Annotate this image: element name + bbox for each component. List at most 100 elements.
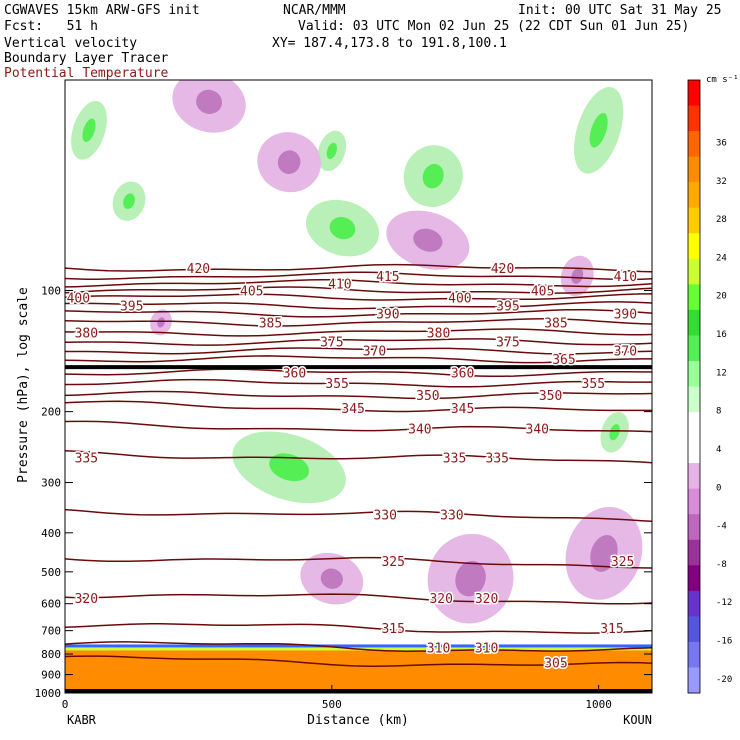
downdraft-core	[413, 228, 443, 252]
theta-contour-label: 320	[75, 592, 98, 607]
colorbar-tick-label: 32	[716, 177, 727, 187]
theta-contour-label: 310	[427, 641, 450, 656]
theta-contour-label: 335	[443, 452, 466, 467]
theta-contour-label: 315	[600, 622, 623, 637]
theta-contour-label: 420	[491, 262, 514, 277]
y-tick-label: 300	[41, 477, 61, 490]
valid-time: Valid: 03 UTC Mon 02 Jun 25 (22 CDT Sun …	[298, 19, 690, 34]
theta-contour-line	[65, 508, 652, 523]
theta-contour-label: 325	[381, 555, 404, 570]
y-tick-label: 400	[41, 527, 61, 540]
colorbar-tick-label: 8	[716, 407, 721, 417]
theta-contour-line	[65, 301, 652, 310]
colorbar-swatch	[688, 156, 700, 183]
theta-contour-label: 400	[67, 291, 90, 306]
theta-contour-label: 330	[440, 508, 463, 523]
theta-contour-label: 395	[120, 300, 143, 315]
y-axis-label: Pressure (hPa), log scale	[16, 287, 31, 483]
theta-contour-label: 390	[614, 307, 637, 322]
colorbar-tick-label: 20	[716, 292, 727, 302]
colorbar-swatch	[688, 667, 700, 694]
field-vertical-velocity: Vertical velocity	[4, 36, 138, 51]
theta-contour-line	[65, 420, 652, 433]
colorbar-swatch	[688, 258, 700, 285]
theta-contour-line	[65, 271, 652, 281]
colorbar-swatch	[688, 80, 700, 107]
init-time: Init: 00 UTC Sat 31 May 25	[518, 3, 722, 18]
theta-contour-label: 330	[373, 508, 396, 523]
theta-contour-label: 315	[381, 622, 404, 637]
y-tick-label: 1000	[35, 687, 62, 700]
colorbar-frame	[687, 79, 701, 694]
theta-contour-label: 375	[496, 336, 519, 351]
theta-contour-label: 385	[259, 316, 282, 331]
theta-contour-line	[65, 338, 652, 346]
theta-contour-line	[65, 347, 652, 355]
updraft-core	[82, 118, 96, 142]
theta-contour-line	[65, 328, 652, 337]
theta-contour-label: 360	[283, 367, 306, 382]
theta-contour-label: 405	[240, 284, 263, 299]
colorbar-swatch	[688, 131, 700, 158]
colorbar-tick-label: -8	[716, 560, 727, 570]
colorbar-swatch	[688, 514, 700, 541]
theta-contour-label: 360	[451, 367, 474, 382]
downdraft-core	[455, 560, 486, 597]
colorbar-tick-label: -4	[716, 522, 727, 532]
boundary-layer-edge	[65, 644, 652, 650]
colorbar-tick-label: 28	[716, 215, 727, 225]
colorbar-tick-label: -16	[716, 637, 732, 647]
colorbar-swatch	[688, 412, 700, 439]
start-station-label: KABR	[67, 713, 97, 727]
y-tick-label: 100	[41, 284, 61, 297]
colorbar-swatch	[688, 105, 700, 132]
theta-contour-line	[65, 400, 652, 413]
colorbar-swatch	[688, 309, 700, 336]
colorbar-swatch	[688, 488, 700, 515]
y-tick-label: 900	[41, 669, 61, 682]
colorbar-swatch	[688, 641, 700, 668]
theta-contour-line	[65, 368, 652, 378]
theta-contour-label: 410	[614, 270, 637, 285]
theta-contour-label: 355	[582, 377, 605, 392]
theta-contour-label: 390	[376, 307, 399, 322]
theta-contour-label: 350	[539, 389, 562, 404]
colorbar-swatch	[688, 233, 700, 260]
theta-contour-label: 380	[427, 326, 450, 341]
theta-contour-line	[65, 641, 652, 652]
cross-section-endpoints: XY= 187.4,173.8 to 191.8,100.1	[272, 36, 507, 51]
theta-contour-labels: 420 405 410 415 420 405 410 400 395 400 395 390 390 3…	[65, 261, 638, 673]
updraft-core	[589, 113, 608, 148]
theta-contour-label: 310	[475, 641, 498, 656]
updraft-core	[326, 142, 337, 159]
colorbar-swatch	[688, 616, 700, 643]
x-tick-label: 0	[62, 698, 69, 711]
theta-contour-label: 345	[341, 402, 364, 417]
colorbar: 36 32 28 24 20 16 12 8 4 0 -4 -8 -12 -16 -20	[687, 79, 732, 694]
end-station-label: KOUN	[623, 713, 652, 727]
theta-contour-label: 415	[376, 270, 399, 285]
theta-contour-line	[65, 655, 652, 667]
colorbar-tick-label: -12	[716, 598, 732, 608]
theta-contour-label: 320	[429, 592, 452, 607]
theta-contour-label: 395	[496, 300, 519, 315]
theta-contour-line	[65, 308, 652, 318]
theta-contour-line	[65, 263, 652, 273]
theta-contour-label: 365	[552, 353, 575, 368]
theta-contour-line	[65, 378, 652, 388]
forecast-hour: Fcst: 51 h	[4, 19, 98, 34]
theta-contour-label: 405	[531, 284, 554, 299]
field-potential-temperature: Potential Temperature	[4, 66, 169, 81]
theta-contour-line	[65, 318, 652, 327]
updraft-core	[422, 163, 444, 189]
theta-contour-label: 355	[325, 377, 348, 392]
theta-contour-line	[65, 623, 652, 634]
theta-contour-label: 400	[448, 291, 471, 306]
theta-contours	[65, 263, 652, 667]
updraft-core	[269, 453, 310, 482]
terrain-base	[65, 689, 652, 693]
colorbar-tick-label: 24	[716, 253, 727, 263]
theta-contour-label: 370	[363, 345, 386, 360]
updraft-core	[609, 424, 620, 441]
